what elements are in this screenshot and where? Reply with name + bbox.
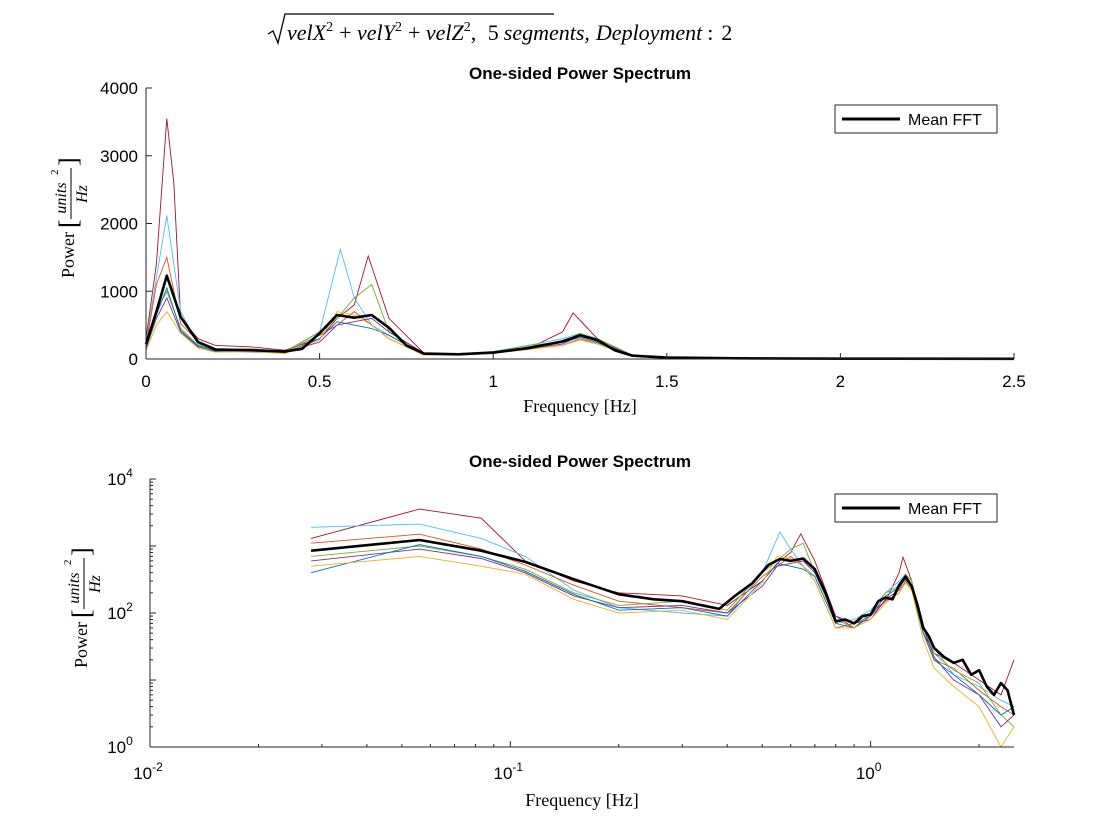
bottom-y-tick-label: 102 bbox=[107, 600, 133, 623]
suptitle-deploy-value: 2 bbox=[721, 20, 732, 45]
suptitle-count: 5 bbox=[488, 20, 499, 45]
top-y-tick-label: 1000 bbox=[100, 282, 138, 301]
bottom-x-tick-label: 100 bbox=[856, 760, 882, 783]
top-x-tick-label: 1 bbox=[488, 372, 497, 391]
bottom-legend-label: Mean FFT bbox=[908, 501, 982, 518]
suptitle-var-z: Z bbox=[452, 20, 465, 45]
top-chart-title: One-sided Power Spectrum bbox=[469, 64, 691, 83]
top-x-tick-label: 2.5 bbox=[1002, 372, 1026, 391]
bottom-x-tick-label: 10-2 bbox=[133, 760, 163, 783]
svg-text:]: ] bbox=[67, 547, 96, 556]
bottom-ylabel-power: Power bbox=[71, 622, 91, 668]
top-ylabel-units-exp: 2 bbox=[49, 170, 61, 176]
top-legend-label: Mean FFT bbox=[908, 112, 982, 129]
top-y-tick-label: 4000 bbox=[100, 79, 138, 98]
suptitle-exp-1: 2 bbox=[326, 20, 333, 35]
top-y-tick-label: 3000 bbox=[100, 147, 138, 166]
bottom-legend: Mean FFT bbox=[835, 494, 997, 522]
top-x-tick-label: 0 bbox=[141, 372, 150, 391]
bottom-x-axis-label: Frequency [Hz] bbox=[525, 790, 638, 810]
svg-text:[: [ bbox=[54, 219, 83, 228]
top-y-tick-label: 0 bbox=[129, 350, 138, 369]
suptitle-exp-3: 2 bbox=[464, 20, 471, 35]
top-y-axis-label: Power [ units 2 Hz ] bbox=[49, 157, 91, 278]
top-panel: One-sided Power Spectrum 0 0.5 1 1.5 2 2.5 0 1… bbox=[49, 64, 1026, 416]
top-ylabel-units: units bbox=[53, 182, 70, 213]
top-x-tick-label: 2 bbox=[836, 372, 845, 391]
top-ylabel-power: Power bbox=[58, 232, 78, 278]
bottom-y-tick-label: 104 bbox=[107, 466, 133, 489]
suptitle-vel-1: vel bbox=[287, 20, 313, 45]
figure-suptitle: velX2 + velY2 + velZ2, 5 segments, Deploymen… bbox=[268, 14, 732, 45]
bottom-ylabel-units: units bbox=[66, 572, 83, 603]
bottom-ylabel-units-exp: 2 bbox=[62, 560, 74, 566]
top-x-tick-label: 0.5 bbox=[308, 372, 332, 391]
bottom-y-ticks: 100 102 104 bbox=[107, 466, 156, 757]
suptitle-vel-2: vel bbox=[357, 20, 383, 45]
bottom-chart-title: One-sided Power Spectrum bbox=[469, 452, 691, 471]
suptitle-segments: segments, bbox=[504, 20, 590, 45]
suptitle-exp-2: 2 bbox=[395, 20, 402, 35]
top-y-ticks: 0 1000 2000 3000 4000 bbox=[100, 79, 152, 369]
top-y-tick-label: 2000 bbox=[100, 215, 138, 234]
top-x-axis-label: Frequency [Hz] bbox=[523, 396, 636, 416]
top-x-tick-label: 1.5 bbox=[655, 372, 679, 391]
bottom-y-tick-label: 100 bbox=[107, 734, 133, 757]
bottom-ylabel-hz: Hz bbox=[87, 574, 104, 594]
svg-text:[: [ bbox=[67, 609, 96, 618]
top-ylabel-hz: Hz bbox=[74, 184, 91, 204]
suptitle-vel-3: vel bbox=[426, 20, 452, 45]
bottom-panel: One-sided Power Spectrum 10-2 10-1 100 100… bbox=[62, 452, 1014, 810]
top-legend: Mean FFT bbox=[835, 105, 997, 133]
suptitle-deploy-label: Deployment bbox=[595, 20, 703, 45]
bottom-y-axis-label: Power [ units 2 Hz ] bbox=[62, 547, 104, 668]
bottom-x-tick-label: 10-1 bbox=[494, 760, 524, 783]
svg-text:]: ] bbox=[54, 157, 83, 166]
